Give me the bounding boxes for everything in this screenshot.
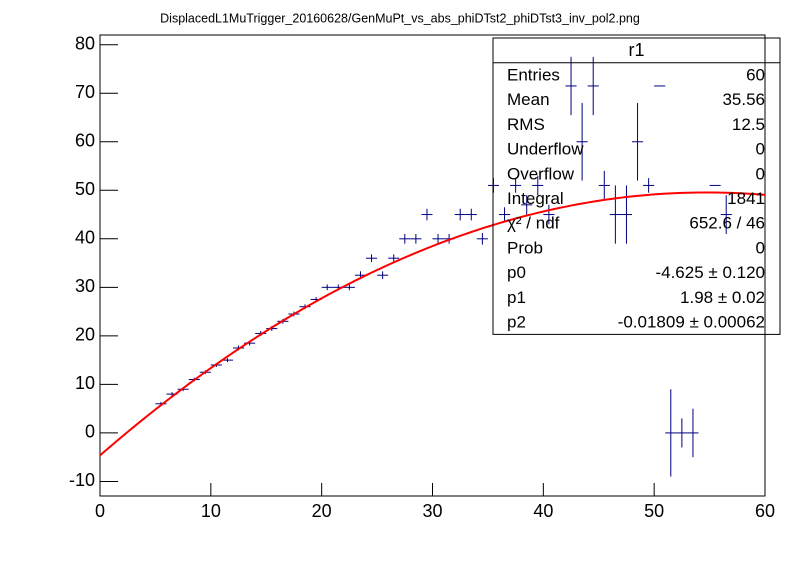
stats-value: 0 — [756, 140, 765, 159]
stats-label: Overflow — [507, 164, 575, 183]
y-tick-label: 40 — [75, 228, 95, 248]
stats-value: 652.6 / 46 — [689, 214, 765, 233]
stats-value: 60 — [746, 66, 765, 85]
y-tick-label: 50 — [75, 179, 95, 199]
x-tick-label: 60 — [755, 501, 775, 521]
x-tick-label: 0 — [95, 501, 105, 521]
x-tick-label: 10 — [201, 501, 221, 521]
stats-value: 1841 — [727, 189, 765, 208]
fit-curve — [99, 191, 766, 457]
stats-value: 0 — [756, 164, 765, 183]
fit-param-name: p2 — [507, 313, 526, 332]
stats-label: Prob — [507, 238, 543, 257]
y-tick-label: 20 — [75, 325, 95, 345]
stats-value: 35.56 — [722, 90, 765, 109]
fit-param-name: p0 — [507, 263, 526, 282]
fit-param-value: -4.625 ± 0.120 — [655, 263, 765, 282]
y-tick-label: 30 — [75, 276, 95, 296]
x-tick-label: 40 — [533, 501, 553, 521]
stats-label: Entries — [507, 66, 560, 85]
stats-title: r1 — [628, 40, 644, 60]
x-tick-label: 50 — [644, 501, 664, 521]
y-tick-label: 70 — [75, 82, 95, 102]
x-tick-label: 30 — [422, 501, 442, 521]
stats-value: 0 — [756, 238, 765, 257]
y-tick-label: 80 — [75, 33, 95, 53]
stats-label: RMS — [507, 115, 545, 134]
stats-label: Mean — [507, 90, 550, 109]
y-tick-label: 10 — [75, 373, 95, 393]
fit-param-value: -0.01809 ± 0.00062 — [618, 313, 765, 332]
y-tick-label: 0 — [85, 422, 95, 442]
stats-label: Integral — [507, 189, 564, 208]
fit-param-name: p1 — [507, 288, 526, 307]
y-tick-label: -10 — [69, 470, 95, 490]
stats-box — [492, 37, 781, 335]
fit-param-value: 1.98 ± 0.02 — [680, 288, 765, 307]
stats-label: χ² / ndf — [507, 214, 560, 233]
x-tick-label: 20 — [312, 501, 332, 521]
stats-label: Underflow — [507, 140, 584, 159]
chart-title: DisplacedL1MuTrigger_20160628/GenMuPt_vs… — [160, 11, 640, 25]
y-tick-label: 60 — [75, 131, 95, 151]
stats-value: 12.5 — [732, 115, 765, 134]
